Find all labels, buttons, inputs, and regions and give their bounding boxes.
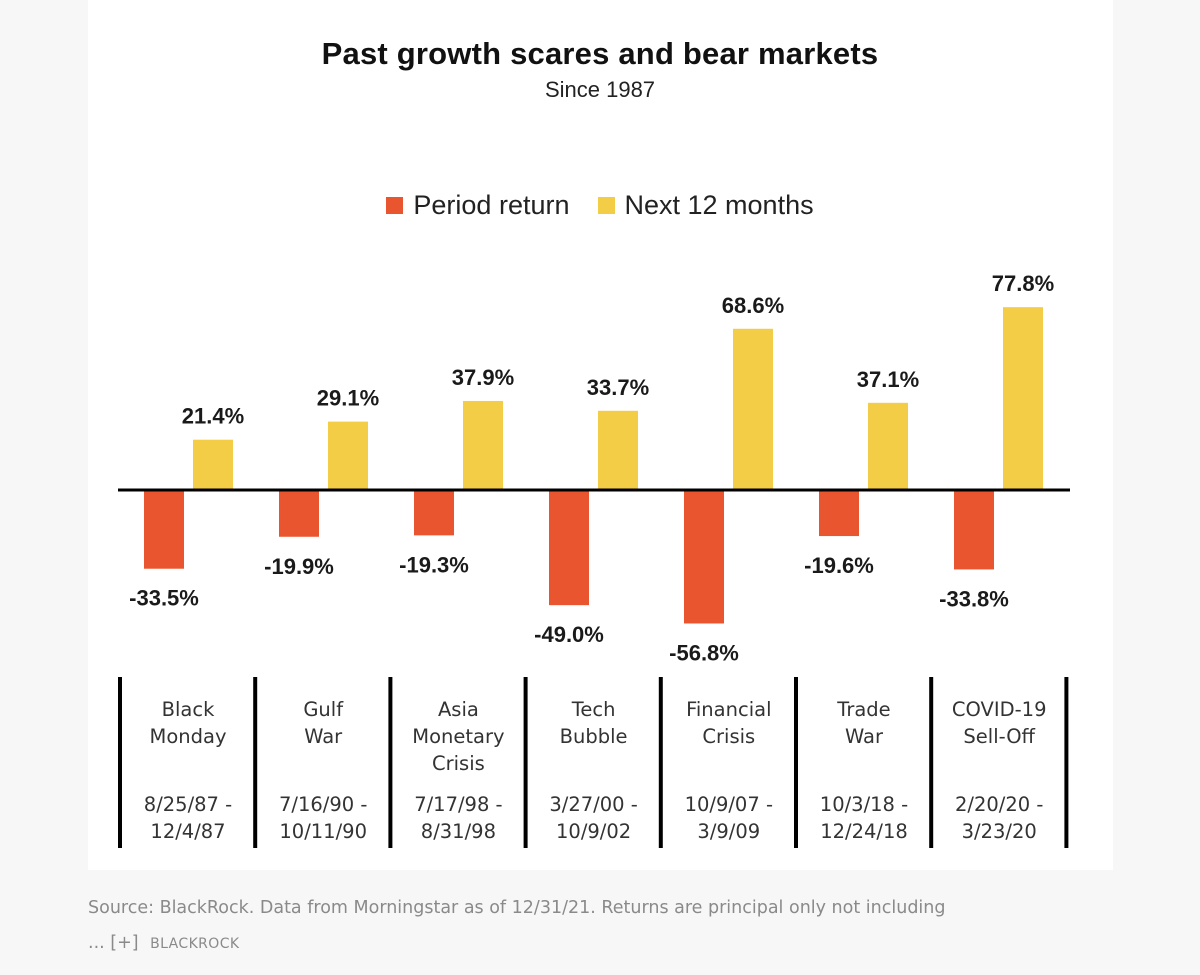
source-text: Source: BlackRock. Data from Morningstar… bbox=[88, 898, 946, 918]
bar-period-return-asia-monetary-crisis bbox=[414, 490, 454, 536]
date-range-black-monday: 12/4/87 bbox=[150, 820, 225, 843]
date-range-asia-monetary-crisis: 7/17/98 - bbox=[414, 793, 502, 816]
chart-title: Past growth scares and bear markets bbox=[321, 36, 879, 71]
data-label-next-12-months-covid-19-sell-off: 77.8% bbox=[992, 271, 1054, 296]
data-label-period-return-asia-monetary-crisis: -19.3% bbox=[399, 552, 469, 577]
bar-period-return-covid-19-sell-off bbox=[954, 490, 994, 570]
date-range-financial-crisis: 3/9/09 bbox=[697, 820, 760, 843]
brand-credit: BLACKROCK bbox=[150, 936, 240, 952]
data-label-next-12-months-gulf-war: 29.1% bbox=[317, 386, 379, 411]
category-label-covid-19-sell-off: COVID-19 bbox=[952, 698, 1047, 721]
category-label-financial-crisis: Crisis bbox=[702, 725, 755, 748]
bar-period-return-gulf-war bbox=[279, 490, 319, 537]
category-label-financial-crisis: Financial bbox=[686, 698, 771, 721]
category-label-asia-monetary-crisis: Crisis bbox=[432, 752, 485, 775]
data-label-next-12-months-tech-bubble: 33.7% bbox=[587, 375, 649, 400]
data-label-next-12-months-trade-war: 37.1% bbox=[857, 367, 919, 392]
category-label-trade-war: War bbox=[845, 725, 884, 748]
bar-period-return-black-monday bbox=[144, 490, 184, 569]
legend-label-next-12-months: Next 12 months bbox=[624, 190, 814, 220]
date-range-black-monday: 8/25/87 - bbox=[144, 793, 232, 816]
bar-period-return-trade-war bbox=[819, 490, 859, 537]
data-label-period-return-tech-bubble: -49.0% bbox=[534, 622, 604, 647]
category-label-covid-19-sell-off: Sell-Off bbox=[963, 725, 1035, 748]
legend-swatch-period-return bbox=[386, 197, 404, 214]
legend-item-next-12-months: Next 12 months bbox=[597, 190, 814, 221]
category-label-asia-monetary-crisis: Asia bbox=[438, 698, 479, 721]
bar-chart: -33.5% 21.4% -19.9% 29.1% -19.3% 37.9% -49.0% 3… bbox=[118, 271, 1070, 848]
chart-legend: Period return Next 12 months bbox=[0, 190, 1200, 221]
date-range-covid-19-sell-off: 3/23/20 bbox=[962, 820, 1037, 843]
date-range-trade-war: 12/24/18 bbox=[820, 820, 908, 843]
category-label-asia-monetary-crisis: Monetary bbox=[412, 725, 504, 748]
date-range-asia-monetary-crisis: 8/31/98 bbox=[421, 820, 496, 843]
source-note: Source: BlackRock. Data from Morningstar… bbox=[88, 891, 1128, 962]
data-label-next-12-months-black-monday: 21.4% bbox=[182, 404, 244, 429]
data-label-next-12-months-asia-monetary-crisis: 37.9% bbox=[452, 365, 514, 390]
data-label-period-return-covid-19-sell-off: -33.8% bbox=[939, 586, 1009, 611]
legend-label-period-return: Period return bbox=[413, 190, 570, 220]
date-range-financial-crisis: 10/9/07 - bbox=[685, 793, 773, 816]
bar-next-12-months-trade-war bbox=[868, 402, 908, 490]
date-range-gulf-war: 10/11/90 bbox=[279, 820, 367, 843]
data-label-next-12-months-financial-crisis: 68.6% bbox=[722, 293, 784, 318]
category-label-tech-bubble: Bubble bbox=[560, 725, 628, 748]
bar-next-12-months-gulf-war bbox=[328, 421, 368, 490]
category-label-black-monday: Black bbox=[162, 698, 215, 721]
data-label-period-return-black-monday: -33.5% bbox=[129, 586, 199, 611]
category-label-tech-bubble: Tech bbox=[571, 698, 616, 721]
data-label-period-return-gulf-war: -19.9% bbox=[264, 554, 334, 579]
bar-period-return-financial-crisis bbox=[684, 490, 724, 624]
data-label-period-return-trade-war: -19.6% bbox=[804, 553, 874, 578]
bar-next-12-months-tech-bubble bbox=[598, 410, 638, 490]
data-label-period-return-financial-crisis: -56.8% bbox=[669, 640, 739, 665]
category-label-gulf-war: War bbox=[304, 725, 343, 748]
bar-period-return-tech-bubble bbox=[549, 490, 589, 606]
category-label-black-monday: Monday bbox=[150, 725, 227, 748]
date-range-gulf-war: 7/16/90 - bbox=[279, 793, 367, 816]
bar-next-12-months-black-monday bbox=[193, 439, 233, 490]
source-more-line: ... [+] BLACKROCK bbox=[88, 926, 1128, 962]
legend-swatch-next-12-months bbox=[597, 197, 615, 214]
bar-next-12-months-covid-19-sell-off bbox=[1003, 307, 1043, 490]
chart-subtitle: Since 1987 bbox=[544, 77, 656, 102]
date-range-tech-bubble: 3/27/00 - bbox=[549, 793, 637, 816]
date-range-covid-19-sell-off: 2/20/20 - bbox=[955, 793, 1043, 816]
category-label-trade-war: Trade bbox=[836, 698, 890, 721]
legend-item-period-return: Period return bbox=[386, 190, 570, 221]
date-range-trade-war: 10/3/18 - bbox=[820, 793, 908, 816]
expand-caption-link[interactable]: ... [+] bbox=[88, 933, 139, 953]
bar-next-12-months-financial-crisis bbox=[733, 328, 773, 490]
date-range-tech-bubble: 10/9/02 bbox=[556, 820, 631, 843]
bar-next-12-months-asia-monetary-crisis bbox=[463, 400, 503, 490]
category-label-gulf-war: Gulf bbox=[303, 698, 344, 721]
